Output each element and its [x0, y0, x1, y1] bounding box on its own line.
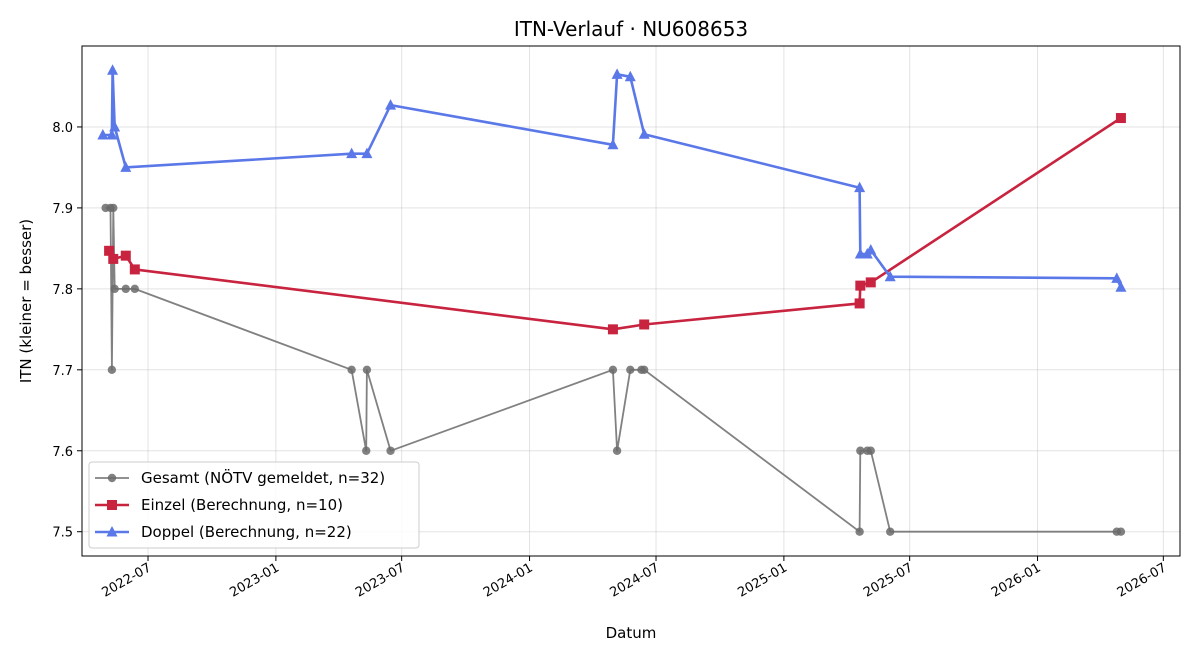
plot-frame [81, 45, 1181, 557]
data-point-2 [638, 128, 650, 139]
x-axis-ticks: 2022-07 2023-01 2023-07 2024-01 2024-07 2025-… [99, 556, 1169, 601]
series-line-2 [102, 69, 1123, 288]
data-point-2 [106, 129, 118, 140]
data-point-0 [109, 203, 118, 213]
data-point-0 [866, 446, 875, 455]
legend-entry-0: Gesamt (NÖTV gemeldet, n=32) [141, 468, 385, 487]
series-line-1 [107, 116, 1122, 331]
data-point-1 [108, 253, 119, 264]
y-tick-label: 7.6 [52, 445, 73, 460]
data-point-2 [120, 161, 132, 172]
y-axis-ticks: 7.5 7.6 7.7 7.8 7.9 8.0 [52, 121, 82, 541]
data-point-2 [361, 147, 373, 159]
data-point-2 [1111, 272, 1123, 283]
data-point-0 [608, 365, 618, 375]
series-2 [97, 64, 1127, 292]
data-point-1 [854, 298, 865, 309]
data-point-1 [1115, 113, 1126, 124]
x-tick-label: 2026-01 [989, 560, 1044, 600]
data-point-0 [640, 365, 649, 375]
x-tick-label: 2026-07 [1115, 560, 1170, 600]
legend-swatch-marker-0 [107, 473, 117, 483]
data-point-2 [385, 99, 397, 110]
x-tick-label: 2025-07 [861, 560, 916, 600]
legend: Gesamt (NÖTV gemeldet, n=32) Einzel (Bere… [88, 461, 420, 549]
data-point-2 [611, 68, 623, 79]
data-point-2 [607, 138, 619, 150]
y-tick-label: 7.9 [52, 202, 73, 217]
data-point-2 [346, 147, 358, 159]
data-point-1 [865, 277, 876, 288]
x-tick-label: 2023-07 [353, 560, 408, 600]
data-point-2 [109, 120, 121, 132]
legend-entry-2: Doppel (Berechnung, n=22) [141, 523, 352, 541]
x-tick-label: 2024-07 [607, 560, 662, 600]
data-point-0 [612, 446, 622, 455]
data-point-0 [130, 284, 140, 294]
x-tick-label: 2023-01 [227, 560, 282, 600]
data-point-0 [886, 527, 895, 536]
data-point-1 [607, 324, 618, 335]
x-tick-label: 2024-01 [481, 560, 536, 600]
data-point-2 [865, 244, 877, 255]
data-point-2 [624, 70, 636, 82]
data-point-1 [120, 250, 131, 261]
series-1 [104, 113, 1126, 335]
y-tick-label: 7.5 [52, 526, 73, 541]
x-axis-label: Datum [606, 624, 657, 642]
data-point-0 [856, 446, 865, 455]
x-tick-label: 2022-07 [99, 560, 154, 600]
data-point-2 [1115, 281, 1127, 292]
data-point-1 [639, 319, 650, 330]
data-point-0 [107, 365, 117, 375]
legend-entry-1: Einzel (Berechnung, n=10) [141, 496, 343, 514]
legend-box [88, 461, 420, 549]
data-point-2 [97, 129, 109, 140]
x-tick-label: 2025-01 [735, 560, 790, 600]
y-axis-label: ITN (kleiner = besser) [17, 219, 35, 383]
data-point-0 [347, 365, 356, 375]
data-point-0 [855, 527, 864, 536]
data-point-2 [884, 270, 896, 282]
data-point-1 [104, 245, 115, 256]
y-tick-label: 7.7 [52, 364, 73, 379]
legend-swatch-marker-2 [106, 526, 118, 537]
data-point-2 [854, 248, 866, 259]
data-point-2 [854, 181, 866, 193]
series-layer [97, 64, 1127, 536]
y-tick-label: 8.0 [52, 121, 73, 136]
data-point-0 [1116, 527, 1126, 536]
legend-swatch-marker-1 [107, 500, 117, 510]
data-point-0 [626, 365, 635, 375]
data-point-1 [855, 280, 866, 291]
data-point-0 [386, 446, 395, 455]
data-point-0 [121, 284, 130, 294]
chart-title: ITN-Verlauf · NU608653 [514, 17, 748, 41]
data-point-0 [110, 284, 119, 294]
data-point-1 [129, 264, 140, 275]
data-point-0 [362, 365, 372, 375]
y-tick-label: 7.8 [52, 283, 73, 298]
data-point-0 [362, 446, 371, 455]
data-point-2 [107, 64, 119, 75]
